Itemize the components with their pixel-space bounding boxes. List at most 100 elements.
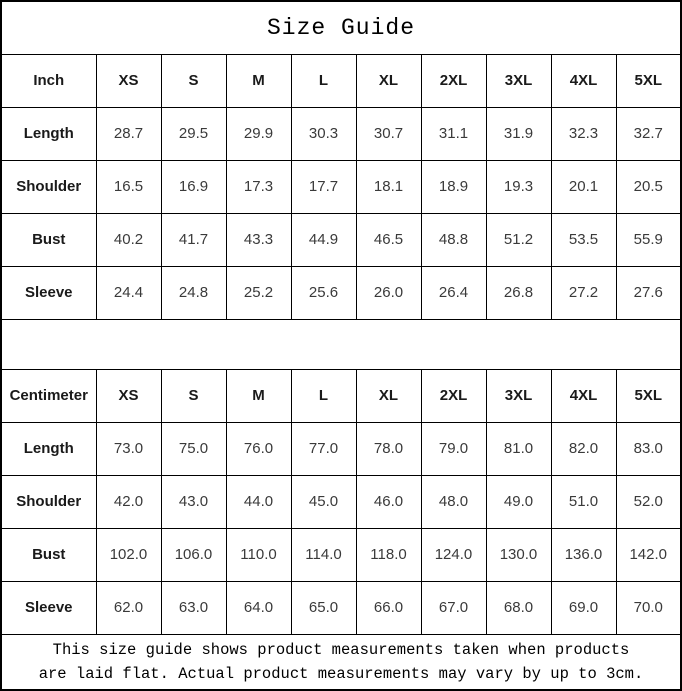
cm-size-header-5xl: 5XL [615,368,682,423]
cm-row-label-length: Length [0,421,97,476]
inch-bust-s: 41.7 [160,212,227,267]
inch-length-3xl: 31.9 [485,106,552,161]
title-row: Size Guide [0,0,682,55]
footer-note-line2: are laid flat. Actual product measuremen… [38,664,644,683]
inch-length-l: 30.3 [290,106,357,161]
cm-bust-3xl: 130.0 [485,527,552,582]
cm-length-3xl: 81.0 [485,421,552,476]
cm-length-l: 77.0 [290,421,357,476]
row-label-shoulder: Shoulder [0,159,97,214]
size-header-m: M [225,53,292,108]
cm-bust-5xl: 142.0 [615,527,682,582]
footer-note-line1: This size guide shows product measuremen… [52,640,630,659]
row-label-length: Length [0,106,97,161]
cm-shoulder-3xl: 49.0 [485,474,552,529]
size-header-s: S [160,53,227,108]
cm-header-row: Centimeter XS S M L XL 2XL 3XL 4XL 5XL [0,368,682,423]
inch-bust-2xl: 48.8 [420,212,487,267]
cm-sleeve-row: Sleeve 62.0 63.0 64.0 65.0 66.0 67.0 68.… [0,580,682,635]
cm-size-header-2xl: 2XL [420,368,487,423]
size-header-3xl: 3XL [485,53,552,108]
cm-shoulder-row: Shoulder 42.0 43.0 44.0 45.0 46.0 48.0 4… [0,474,682,529]
cm-sleeve-l: 65.0 [290,580,357,635]
cm-unit-header: Centimeter [0,368,97,423]
inch-header-row: Inch XS S M L XL 2XL 3XL 4XL 5XL [0,53,682,108]
cm-bust-2xl: 124.0 [420,527,487,582]
cm-length-5xl: 83.0 [615,421,682,476]
inch-unit-header: Inch [0,53,97,108]
inch-shoulder-s: 16.9 [160,159,227,214]
cm-length-2xl: 79.0 [420,421,487,476]
size-header-2xl: 2XL [420,53,487,108]
inch-bust-4xl: 53.5 [550,212,617,267]
cm-size-header-xl: XL [355,368,422,423]
cm-size-header-s: S [160,368,227,423]
cm-length-s: 75.0 [160,421,227,476]
cm-bust-xs: 102.0 [95,527,162,582]
inch-sleeve-m: 25.2 [225,265,292,320]
size-header-4xl: 4XL [550,53,617,108]
cm-sleeve-xl: 66.0 [355,580,422,635]
cm-size-header-4xl: 4XL [550,368,617,423]
inch-sleeve-4xl: 27.2 [550,265,617,320]
cm-row-label-sleeve: Sleeve [0,580,97,635]
inch-shoulder-3xl: 19.3 [485,159,552,214]
inch-shoulder-2xl: 18.9 [420,159,487,214]
inch-bust-m: 43.3 [225,212,292,267]
cm-size-header-m: M [225,368,292,423]
cm-bust-xl: 118.0 [355,527,422,582]
inch-bust-xl: 46.5 [355,212,422,267]
size-header-l: L [290,53,357,108]
inch-bust-row: Bust 40.2 41.7 43.3 44.9 46.5 48.8 51.2 … [0,212,682,267]
inch-sleeve-5xl: 27.6 [615,265,682,320]
inch-length-2xl: 31.1 [420,106,487,161]
inch-sleeve-s: 24.8 [160,265,227,320]
inch-sleeve-3xl: 26.8 [485,265,552,320]
inch-sleeve-l: 25.6 [290,265,357,320]
inch-length-s: 29.5 [160,106,227,161]
row-label-bust: Bust [0,212,97,267]
cm-sleeve-m: 64.0 [225,580,292,635]
cm-sleeve-5xl: 70.0 [615,580,682,635]
inch-length-5xl: 32.7 [615,106,682,161]
cm-sleeve-2xl: 67.0 [420,580,487,635]
cm-bust-m: 110.0 [225,527,292,582]
cm-row-label-bust: Bust [0,527,97,582]
cm-length-m: 76.0 [225,421,292,476]
cm-row-label-shoulder: Shoulder [0,474,97,529]
inch-length-xl: 30.7 [355,106,422,161]
cm-bust-row: Bust 102.0 106.0 110.0 114.0 118.0 124.0… [0,527,682,582]
cm-size-header-3xl: 3XL [485,368,552,423]
cm-length-row: Length 73.0 75.0 76.0 77.0 78.0 79.0 81.… [0,421,682,476]
inch-shoulder-row: Shoulder 16.5 16.9 17.3 17.7 18.1 18.9 1… [0,159,682,214]
cm-length-xs: 73.0 [95,421,162,476]
cm-bust-s: 106.0 [160,527,227,582]
inch-shoulder-m: 17.3 [225,159,292,214]
inch-shoulder-xs: 16.5 [95,159,162,214]
cm-size-header-xs: XS [95,368,162,423]
size-header-5xl: 5XL [615,53,682,108]
inch-length-row: Length 28.7 29.5 29.9 30.3 30.7 31.1 31.… [0,106,682,161]
inch-shoulder-l: 17.7 [290,159,357,214]
cm-sleeve-xs: 62.0 [95,580,162,635]
cm-shoulder-s: 43.0 [160,474,227,529]
page-title: Size Guide [0,0,682,55]
cm-shoulder-5xl: 52.0 [615,474,682,529]
inch-sleeve-2xl: 26.4 [420,265,487,320]
section-spacer [0,318,682,370]
cm-size-header-l: L [290,368,357,423]
cm-sleeve-4xl: 69.0 [550,580,617,635]
cm-bust-4xl: 136.0 [550,527,617,582]
cm-shoulder-xl: 46.0 [355,474,422,529]
inch-sleeve-xs: 24.4 [95,265,162,320]
inch-bust-5xl: 55.9 [615,212,682,267]
cm-shoulder-m: 44.0 [225,474,292,529]
footer-note: This size guide shows product measuremen… [0,633,682,691]
section-spacer-row [0,318,682,370]
cm-bust-l: 114.0 [290,527,357,582]
inch-shoulder-xl: 18.1 [355,159,422,214]
cm-shoulder-l: 45.0 [290,474,357,529]
cm-sleeve-s: 63.0 [160,580,227,635]
cm-length-xl: 78.0 [355,421,422,476]
inch-sleeve-xl: 26.0 [355,265,422,320]
